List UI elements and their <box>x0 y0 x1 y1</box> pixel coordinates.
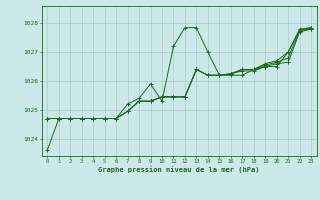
X-axis label: Graphe pression niveau de la mer (hPa): Graphe pression niveau de la mer (hPa) <box>99 166 260 173</box>
